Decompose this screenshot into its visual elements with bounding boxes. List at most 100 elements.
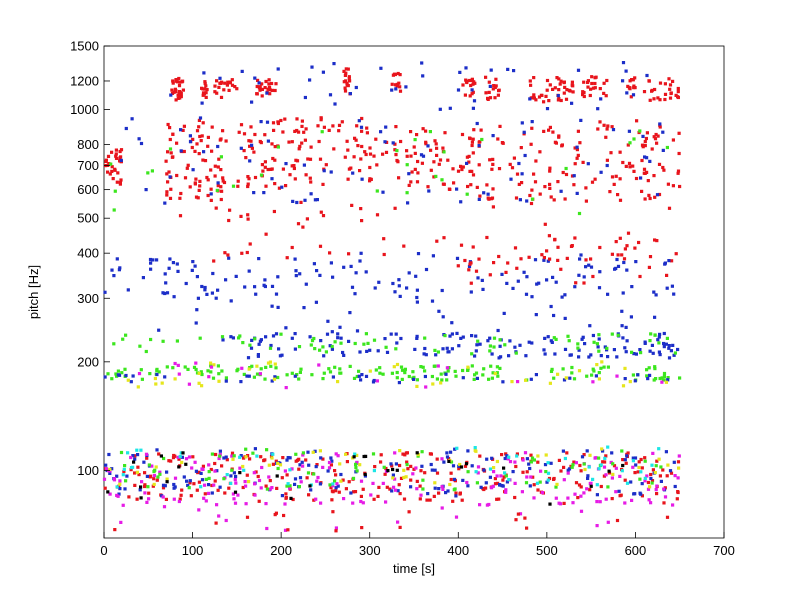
data-point-red	[263, 160, 267, 164]
data-point-cyan	[474, 470, 478, 474]
data-point-red	[603, 460, 607, 464]
data-point-green	[274, 366, 278, 370]
data-point-red	[268, 88, 272, 92]
data-point-red	[201, 87, 205, 91]
data-point-red	[610, 175, 615, 179]
data-point-red	[558, 82, 562, 86]
data-point-red	[624, 461, 628, 465]
data-point-blue	[210, 491, 214, 495]
data-point-red	[344, 67, 348, 71]
data-point-blue	[274, 332, 279, 336]
data-point-red	[616, 253, 620, 257]
data-point-magenta	[144, 452, 149, 456]
data-point-magenta	[147, 497, 151, 501]
data-point-blue	[669, 349, 673, 353]
data-point-red	[486, 97, 490, 101]
data-point-blue	[605, 163, 609, 168]
data-point-magenta	[234, 481, 238, 485]
data-point-blue	[172, 482, 176, 487]
data-point-yellow	[391, 476, 395, 480]
data-point-red	[198, 179, 202, 183]
data-point-blue	[328, 344, 332, 348]
data-point-red	[273, 182, 277, 186]
data-point-cyan	[507, 478, 511, 482]
data-point-blue	[614, 266, 618, 270]
data-point-green	[530, 197, 535, 201]
data-point-green	[210, 452, 214, 456]
data-point-red	[533, 180, 538, 184]
data-point-blue	[588, 324, 592, 328]
data-point-magenta	[145, 500, 149, 504]
data-point-green	[157, 370, 161, 374]
data-point-red	[637, 240, 641, 245]
data-point-magenta	[520, 490, 524, 494]
data-point-blue	[449, 450, 453, 454]
data-point-red	[197, 480, 201, 484]
data-point-red	[646, 480, 650, 485]
data-point-red	[564, 97, 569, 101]
data-point-green	[206, 369, 210, 373]
data-point-green	[354, 462, 358, 466]
data-point-red	[668, 96, 673, 100]
data-point-cyan	[639, 470, 643, 474]
data-point-blue	[597, 337, 601, 341]
data-point-yellow	[247, 480, 251, 484]
data-point-red	[435, 471, 440, 475]
data-point-red	[497, 254, 501, 259]
data-point-magenta	[539, 469, 543, 473]
data-point-red	[104, 159, 108, 163]
x-tick-label: 700	[713, 543, 735, 558]
data-point-green	[620, 449, 624, 453]
data-point-blue	[670, 284, 674, 288]
data-point-blue	[108, 471, 112, 475]
data-point-red	[628, 87, 632, 91]
data-point-magenta	[217, 456, 221, 461]
data-point-blue	[329, 170, 333, 174]
data-point-yellow	[118, 482, 122, 486]
data-point-magenta	[631, 465, 635, 469]
data-point-red	[548, 186, 552, 190]
data-point-magenta	[504, 490, 508, 494]
data-point-red	[424, 129, 428, 133]
data-point-red	[245, 250, 249, 255]
data-point-red	[198, 184, 202, 188]
data-point-red	[266, 87, 270, 91]
data-point-red	[393, 142, 397, 146]
data-point-red	[245, 515, 250, 519]
data-point-red	[343, 86, 347, 90]
data-point-green	[599, 366, 603, 370]
data-point-red	[264, 79, 268, 84]
data-point-black	[238, 471, 242, 475]
data-point-red	[528, 79, 532, 83]
data-point-blue	[318, 482, 322, 486]
data-point-red	[604, 94, 608, 98]
data-point-green	[352, 376, 357, 380]
data-point-yellow	[577, 369, 582, 373]
data-point-red	[372, 154, 376, 158]
data-point-black	[362, 454, 366, 459]
data-point-red	[255, 92, 259, 96]
data-point-blue	[583, 342, 587, 346]
data-point-blue	[331, 275, 335, 279]
data-point-red	[228, 81, 232, 85]
data-point-red	[210, 125, 214, 129]
data-point-blue	[534, 313, 538, 317]
data-point-green	[606, 365, 610, 369]
data-point-red	[663, 92, 668, 96]
data-point-red	[143, 483, 147, 487]
data-point-magenta	[224, 518, 228, 523]
data-point-magenta	[614, 466, 618, 470]
data-point-blue	[163, 484, 167, 488]
data-point-red	[557, 77, 561, 81]
data-point-green	[496, 374, 500, 378]
x-tick-label: 600	[625, 543, 647, 558]
data-point-blue	[291, 199, 295, 203]
data-point-red	[461, 165, 465, 169]
data-point-red	[394, 125, 398, 129]
data-point-black	[386, 469, 390, 473]
data-point-red	[214, 206, 218, 210]
data-point-yellow	[200, 384, 204, 388]
data-point-red	[281, 130, 285, 134]
data-point-red	[169, 187, 173, 191]
data-point-red	[285, 473, 289, 477]
